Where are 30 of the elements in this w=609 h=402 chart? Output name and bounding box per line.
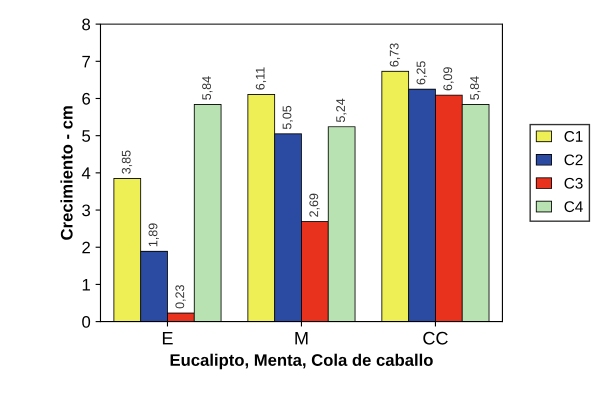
y-tick-label: 7	[82, 56, 90, 68]
data-label: 3,85	[122, 150, 132, 174]
data-label: 1,89	[148, 223, 159, 246]
legend-label: C1	[564, 131, 583, 142]
y-tick-label: 0	[82, 316, 90, 328]
data-label: 6,11	[256, 67, 266, 90]
x-axis-title: Eucalipto, Menta, Cola de caballo	[170, 354, 433, 370]
x-tick-label: CC	[423, 332, 448, 345]
data-label: 5,84	[202, 76, 212, 100]
y-tick-label: 1	[82, 278, 90, 290]
y-axis-title: Crecimiento - cm	[60, 106, 73, 240]
x-tick-label: M	[295, 332, 308, 344]
legend-label: C2	[564, 154, 583, 166]
data-label: 0,23	[175, 285, 186, 308]
y-tick-label: 4	[82, 167, 90, 179]
y-tick-label: 3	[82, 204, 90, 216]
data-label: 6,73	[390, 43, 400, 67]
y-tick-label: 2	[82, 242, 90, 254]
data-label: 5,24	[336, 98, 346, 122]
data-label: 5,05	[282, 106, 293, 130]
y-tick-label: 6	[82, 92, 90, 105]
legend-label: C3	[564, 178, 583, 189]
data-label: 6,09	[443, 67, 454, 90]
x-tick-label: E	[162, 332, 173, 344]
data-label: 2,69	[309, 194, 320, 217]
data-label: 5,84	[470, 76, 480, 100]
legend-label: C4	[564, 201, 583, 212]
data-label: 6,25	[416, 61, 427, 84]
y-tick-label: 8	[82, 18, 90, 30]
y-tick-label: 5	[82, 130, 90, 142]
